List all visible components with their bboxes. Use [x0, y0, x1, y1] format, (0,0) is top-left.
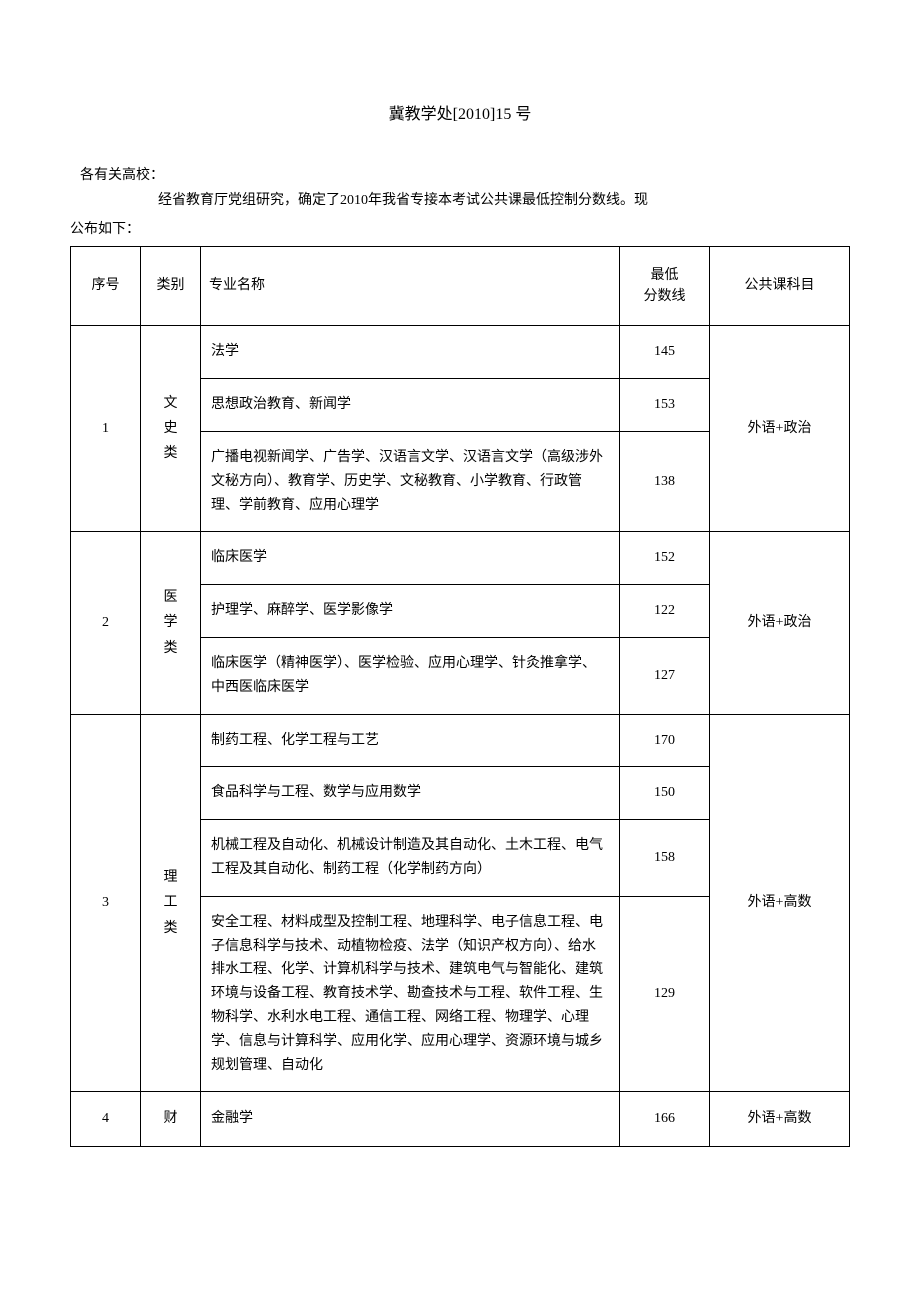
document-title: 冀教学处[2010]15 号	[70, 100, 850, 124]
major-cell: 广播电视新闻学、广告学、汉语言文学、汉语言文学（高级涉外文秘方向）、教育学、历史…	[201, 431, 620, 531]
seq-cell: 2	[71, 532, 141, 714]
seq-cell: 3	[71, 714, 141, 1092]
score-cell: 122	[620, 585, 710, 638]
subject-cell: 外语+高数	[710, 1092, 850, 1146]
header-major: 专业名称	[201, 247, 620, 326]
category-cell: 理工类	[141, 714, 201, 1092]
category-cell: 文史类	[141, 326, 201, 532]
score-cell: 138	[620, 431, 710, 531]
major-cell: 制药工程、化学工程与工艺	[201, 714, 620, 767]
category-text: 理工类	[164, 865, 178, 941]
major-cell: 安全工程、材料成型及控制工程、地理科学、电子信息工程、电子信息科学与技术、动植物…	[201, 896, 620, 1092]
category-text: 文史类	[164, 391, 178, 467]
score-cell: 129	[620, 896, 710, 1092]
table-header-row: 序号 类别 专业名称 最低 分数线 公共课科目	[71, 247, 850, 326]
category-text: 财	[164, 1106, 178, 1131]
table-row: 2 医学类 临床医学 152 外语+政治	[71, 532, 850, 585]
header-score: 最低 分数线	[620, 247, 710, 326]
major-cell: 临床医学（精神医学）、医学检验、应用心理学、针灸推拿学、中西医临床医学	[201, 637, 620, 714]
score-cell: 166	[620, 1092, 710, 1146]
seq-cell: 1	[71, 326, 141, 532]
category-cell: 医学类	[141, 532, 201, 714]
subject-cell: 外语+政治	[710, 532, 850, 714]
major-cell: 护理学、麻醉学、医学影像学	[201, 585, 620, 638]
score-cell: 145	[620, 326, 710, 379]
header-score-line1: 最低	[651, 268, 679, 283]
major-cell: 法学	[201, 326, 620, 379]
major-cell: 金融学	[201, 1092, 620, 1146]
header-score-line2: 分数线	[644, 289, 686, 304]
score-cell: 152	[620, 532, 710, 585]
table-row: 1 文史类 法学 145 外语+政治	[71, 326, 850, 379]
score-cell: 127	[620, 637, 710, 714]
table-row: 4 财 金融学 166 外语+高数	[71, 1092, 850, 1146]
major-cell: 思想政治教育、新闻学	[201, 379, 620, 432]
salutation: 各有关高校：	[80, 164, 850, 184]
subject-cell: 外语+政治	[710, 326, 850, 532]
header-subject: 公共课科目	[710, 247, 850, 326]
category-text: 医学类	[164, 585, 178, 661]
header-seq: 序号	[71, 247, 141, 326]
table-row: 3 理工类 制药工程、化学工程与工艺 170 外语+高数	[71, 714, 850, 767]
major-cell: 临床医学	[201, 532, 620, 585]
score-cell: 158	[620, 820, 710, 897]
major-cell: 食品科学与工程、数学与应用数学	[201, 767, 620, 820]
score-cell: 153	[620, 379, 710, 432]
score-cell: 150	[620, 767, 710, 820]
header-category: 类别	[141, 247, 201, 326]
intro-text: 经省教育厅党组研究，确定了2010年我省专接本考试公共课最低控制分数线。现	[130, 190, 850, 212]
score-cell: 170	[620, 714, 710, 767]
major-cell: 机械工程及自动化、机械设计制造及其自动化、土木工程、电气工程及其自动化、制药工程…	[201, 820, 620, 897]
subject-cell: 外语+高数	[710, 714, 850, 1092]
intro-continuation: 公布如下：	[70, 218, 850, 238]
score-table: 序号 类别 专业名称 最低 分数线 公共课科目 1 文史类 法学 145 外语+…	[70, 246, 850, 1146]
category-cell: 财	[141, 1092, 201, 1146]
seq-cell: 4	[71, 1092, 141, 1146]
